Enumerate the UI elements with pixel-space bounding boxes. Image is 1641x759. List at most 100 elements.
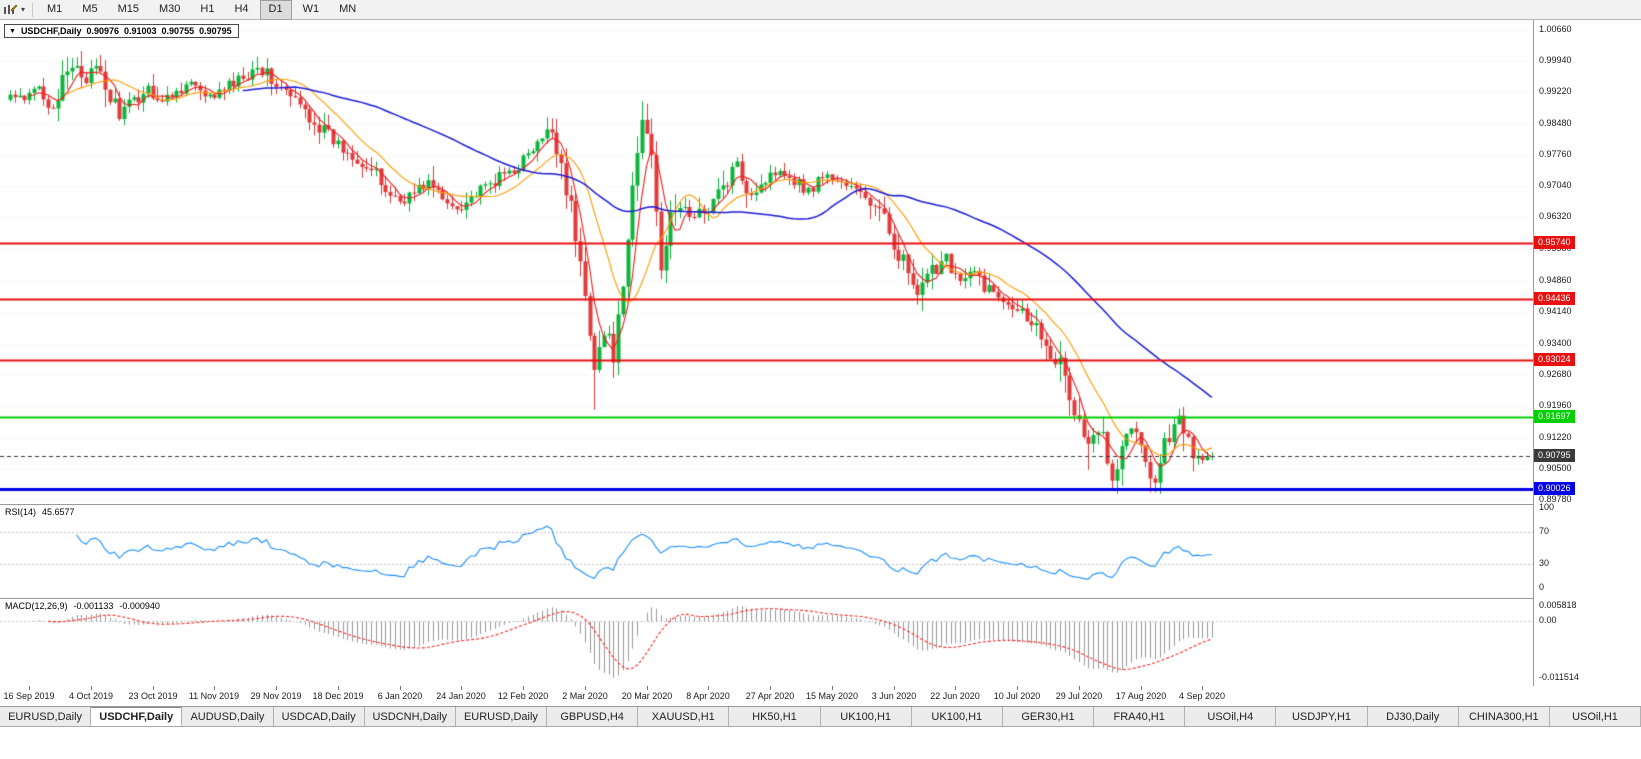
date-tick-label: 16 Sep 2019 [3, 691, 55, 701]
date-tick-label: 22 Jun 2020 [930, 691, 980, 701]
macd-indicator-canvas[interactable] [0, 598, 1533, 686]
chart-tab-eurusd-daily[interactable]: EURUSD,Daily [455, 707, 548, 726]
price-chart-canvas[interactable] [0, 20, 1533, 504]
timeframe-toolbar: ▾ M1 M5 M15 M30 H1 H4 D1 W1 MN [0, 0, 1641, 20]
timeframe-button-h1[interactable]: H1 [200, 2, 215, 15]
date-tick-label: 4 Oct 2019 [68, 691, 114, 701]
chart-tab-ger30-h1[interactable]: GER30,H1 [1002, 707, 1095, 726]
date-tick-mark [400, 686, 401, 690]
chart-tab-audusd-daily[interactable]: AUDUSD,Daily [182, 707, 274, 726]
panel-separator[interactable] [0, 504, 1641, 505]
chart-edit-icon[interactable] [0, 1, 21, 19]
chart-high-value: 0.91003 [124, 26, 157, 36]
timeframe-button-h4[interactable]: H4 [234, 2, 249, 15]
rsi-name: RSI(14) [5, 507, 37, 517]
date-tick-label: 4 Sep 2020 [1178, 691, 1226, 701]
chart-marker-icon: ▼ [9, 27, 16, 35]
chart-tab-hk50-h1[interactable]: HK50,H1 [729, 707, 821, 726]
chart-tab-usdjpy-h1[interactable]: USDJPY,H1 [1276, 707, 1368, 726]
price-tick-label: 1.00660 [1539, 24, 1572, 35]
date-tick-mark [461, 686, 462, 690]
price-level-tag: 0.90795 [1534, 449, 1575, 463]
timeframe-button-m5[interactable]: M5 [82, 2, 98, 15]
date-tick-label: 8 Apr 2020 [686, 691, 730, 701]
chart-tab-xauusd-h1[interactable]: XAUUSD,H1 [638, 707, 730, 726]
toolbar-dropdown-icon[interactable]: ▾ [21, 5, 26, 14]
timeframe-button-d1[interactable]: D1 [259, 0, 292, 20]
chart-tab-fra40-h1[interactable]: FRA40,H1 [1094, 707, 1186, 726]
date-axis[interactable]: 16 Sep 2019 4 Oct 2019 23 Oct 2019 11 Nov 2… [0, 686, 1641, 706]
macd-label: MACD(12,26,9) -0.001133 -0.000940 [5, 601, 166, 611]
macd-name: MACD(12,26,9) [5, 601, 68, 611]
date-tick-label: 10 Jul 2020 [993, 691, 1041, 701]
price-tick-label: 0.91960 [1539, 399, 1572, 410]
date-tick-label: 29 Jul 2020 [1055, 691, 1103, 701]
chart-title-box: ▼ USDCHF,Daily 0.90976 0.91003 0.90755 0… [4, 24, 239, 38]
timeframe-button-m1[interactable]: M1 [47, 2, 63, 15]
price-tick-label: 0.99220 [1539, 86, 1572, 97]
chart-tab-uk100-h1[interactable]: UK100,H1 [911, 707, 1003, 726]
price-tick-label: 0.90500 [1539, 462, 1572, 473]
chart-open-value: 0.90976 [86, 26, 119, 36]
macd-value-1: -0.001133 [73, 601, 114, 611]
rsi-axis-label: 0 [1539, 582, 1545, 592]
price-level-tag: 0.94436 [1534, 291, 1575, 305]
date-tick-mark [338, 686, 339, 690]
date-tick-mark [1202, 686, 1203, 690]
toolbar-separator [32, 2, 34, 17]
date-tick-label: 15 May 2020 [805, 691, 859, 701]
date-tick-mark [585, 686, 586, 690]
chart-tab-dj30-daily[interactable]: DJ30,Daily [1367, 707, 1459, 726]
rsi-axis-label: 70 [1539, 526, 1550, 536]
chart-tab-usdcnh-daily[interactable]: USDCNH,Daily [364, 707, 456, 726]
rsi-axis-label: 100 [1539, 502, 1555, 512]
rsi-indicator-canvas[interactable] [0, 504, 1533, 598]
macd-axis-label: 0.00 [1539, 615, 1557, 626]
chart-tab-usdchf-daily[interactable]: USDCHF,Daily [91, 707, 183, 726]
date-tick-mark [214, 686, 215, 690]
price-axis[interactable]: 1.00660 0.99940 0.99220 0.98480 0.97760 0.970… [1534, 20, 1641, 686]
chart-low-value: 0.90755 [161, 26, 195, 36]
date-tick-mark [276, 686, 277, 690]
price-level-tag: 0.93024 [1534, 352, 1575, 366]
macd-value-2: -0.000940 [119, 601, 160, 611]
price-tick-label: 0.97760 [1539, 149, 1572, 160]
price-level-tag: 0.90026 [1534, 482, 1575, 496]
date-tick-label: 3 Jun 2020 [871, 691, 917, 701]
chart-tab-uk100-h1[interactable]: UK100,H1 [820, 707, 912, 726]
date-tick-mark [708, 686, 709, 690]
price-tick-label: 0.89780 [1539, 494, 1572, 504]
chart-tab-usoil-h4[interactable]: USOil,H4 [1185, 707, 1277, 726]
date-tick-label: 20 Mar 2020 [621, 691, 673, 701]
chart-tab-china300-h1[interactable]: CHINA300,H1 [1458, 707, 1550, 726]
chart-tab-eurusd-daily[interactable]: EURUSD,Daily [0, 707, 92, 726]
date-tick-label: 17 Aug 2020 [1115, 691, 1167, 701]
panel-separator[interactable] [0, 598, 1641, 599]
date-tick-label: 29 Nov 2019 [250, 691, 302, 701]
rsi-label: RSI(14) 45.6577 [5, 507, 81, 517]
chart-tab-usdcad-daily[interactable]: USDCAD,Daily [273, 707, 365, 726]
price-tick-label: 0.94140 [1539, 305, 1572, 316]
date-tick-mark [1141, 686, 1142, 690]
price-tick-label: 0.94860 [1539, 274, 1572, 285]
chart-tab-gbpusd-h4[interactable]: GBPUSD,H4 [547, 707, 639, 726]
date-tick-label: 2 Mar 2020 [562, 691, 608, 701]
date-tick-label: 23 Oct 2019 [128, 691, 178, 701]
date-tick-mark [153, 686, 154, 690]
timeframe-button-m15[interactable]: M15 [117, 2, 139, 15]
timeframe-button-mn[interactable]: MN [339, 2, 357, 15]
date-tick-label: 6 Jan 2020 [377, 691, 423, 701]
timeframe-button-m30[interactable]: M30 [158, 2, 181, 15]
date-tick-label: 24 Jan 2020 [436, 691, 486, 701]
chart-window: ▼ USDCHF,Daily 0.90976 0.91003 0.90755 0… [0, 20, 1641, 706]
date-tick-mark [955, 686, 956, 690]
price-tick-label: 0.97040 [1539, 180, 1572, 191]
date-tick-mark [770, 686, 771, 690]
timeframe-button-w1[interactable]: W1 [302, 2, 320, 15]
price-axis-separator [1533, 20, 1534, 686]
date-tick-mark [647, 686, 648, 690]
chart-tab-usoil-h1[interactable]: USOil,H1 [1549, 707, 1641, 726]
rsi-axis-label: 30 [1539, 558, 1550, 568]
date-tick-mark [1079, 686, 1080, 690]
